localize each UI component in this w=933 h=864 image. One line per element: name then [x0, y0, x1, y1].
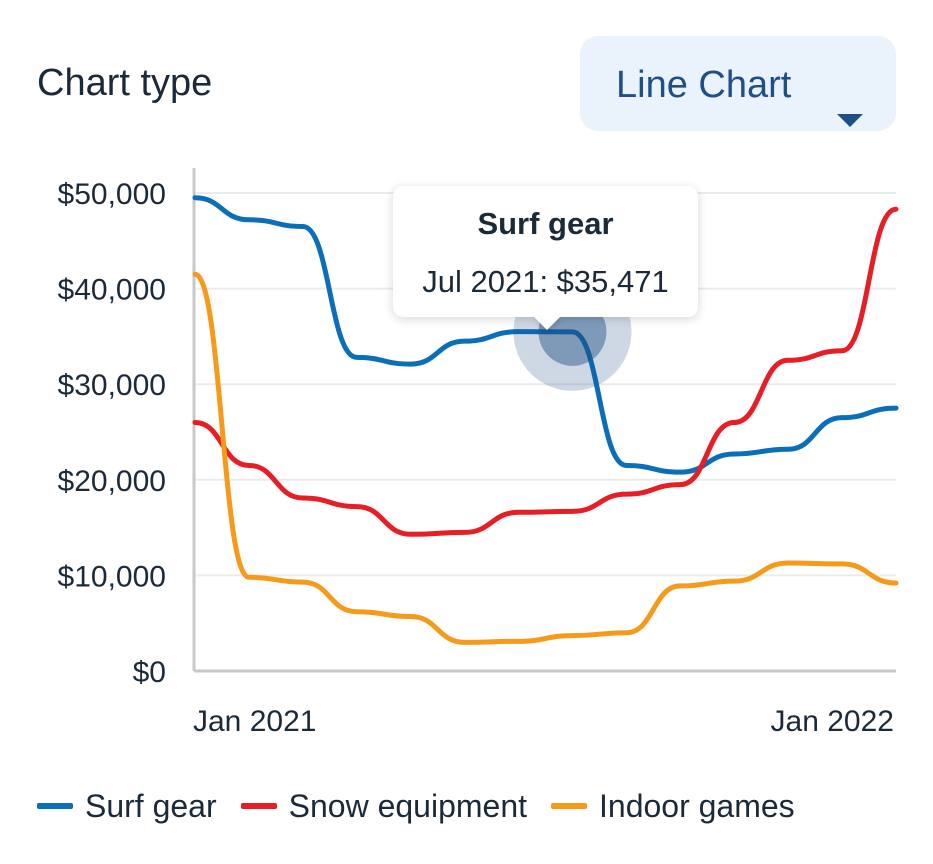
- chart-type-dropdown-value: Line Chart: [616, 64, 792, 106]
- chart-axes: [192, 168, 896, 673]
- y-tick-label: $20,000: [58, 465, 166, 498]
- tooltip-value: Jul 2021: $35,471: [422, 264, 669, 299]
- series-line-indoor-games[interactable]: [192, 271, 899, 645]
- series-lines: [192, 195, 899, 645]
- legend-item-surf-gear[interactable]: Surf gear: [37, 788, 217, 825]
- y-tick-label: $50,000: [58, 178, 166, 211]
- chart-type-dropdown[interactable]: Line Chart: [580, 36, 896, 131]
- chart-tooltip: Surf gear Jul 2021: $35,471: [393, 186, 698, 317]
- chart-controls: Chart type Line Chart: [0, 0, 933, 160]
- tooltip-pointer: [533, 316, 561, 330]
- line-chart: $0 $10,000 $20,000 $30,000 $40,000 $50,000 Ja…: [58, 168, 899, 738]
- chevron-down-icon: [837, 114, 863, 127]
- legend-swatch: [37, 803, 73, 809]
- x-axis-ticks: Jan 2021 Jan 2022: [193, 705, 894, 738]
- legend-item-snow-equipment[interactable]: Snow equipment: [240, 787, 527, 825]
- y-tick-label: $30,000: [58, 369, 166, 402]
- legend-swatch: [240, 803, 277, 809]
- legend-item-indoor-games[interactable]: Indoor games: [551, 788, 795, 825]
- legend-label: Indoor games: [599, 787, 795, 824]
- y-tick-label: $0: [133, 656, 166, 689]
- y-axis-ticks: $0 $10,000 $20,000 $30,000 $40,000 $50,000: [58, 178, 166, 689]
- chart-legend: Surf gear Snow equipment Indoor games: [37, 786, 819, 826]
- chart-grid: [195, 192, 896, 577]
- x-tick-label: Jan 2022: [771, 705, 894, 738]
- series-line-snow-equipment[interactable]: [192, 206, 899, 537]
- chart-type-label: Chart type: [37, 62, 213, 104]
- legend-label: Surf gear: [85, 787, 217, 824]
- tooltip-series-name: Surf gear: [477, 206, 614, 241]
- series-line-surf-gear[interactable]: [192, 195, 899, 475]
- y-tick-label: $40,000: [58, 274, 166, 307]
- x-tick-label: Jan 2021: [193, 705, 316, 738]
- y-tick-label: $10,000: [58, 560, 166, 593]
- legend-swatch: [551, 803, 587, 809]
- legend-label: Snow equipment: [288, 787, 527, 824]
